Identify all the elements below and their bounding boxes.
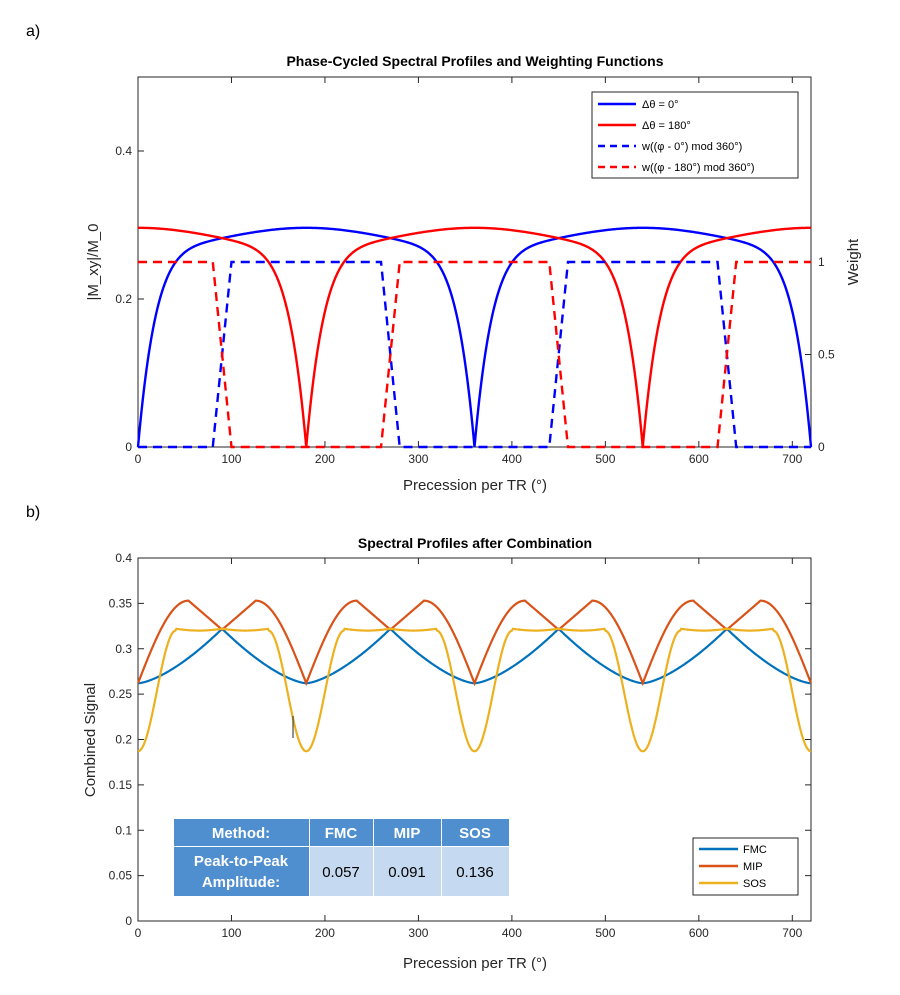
chart-a-xtick-label: 0 (135, 452, 142, 466)
chart-a-xtick-label: 300 (408, 452, 428, 466)
chart-a-series (136, 226, 813, 449)
chart-b-xtick-label: 400 (502, 926, 522, 940)
chart-b-legend: FMC MIP SOS (692, 837, 799, 896)
chart-b-title: Spectral Profiles after Combination (358, 535, 592, 551)
chart-a-xlabel: Precession per TR (°) (403, 477, 547, 494)
panel-label-b: b) (26, 504, 40, 521)
legend-label-w0: w((φ - 0°) mod 360°) (641, 141, 742, 153)
table-header-fmc: FMC (325, 825, 358, 842)
legend-label-mip: MIP (743, 861, 763, 873)
legend-label-sos: SOS (743, 878, 766, 890)
legend-label-dtheta180: Δθ = 180° (642, 120, 691, 132)
chart-b-ticks: 0 100 200 300 400 500 600 700 0 0.05 0.1 0.15 0.2 0.2… (109, 551, 811, 940)
chart-b-series (136, 599, 813, 753)
chart-a-title: Phase-Cycled Spectral Profiles and Weigh… (286, 53, 663, 69)
chart-b-xtick-label: 100 (221, 926, 241, 940)
table-row-label-line1: Peak-to-Peak (194, 853, 289, 870)
panel-label-a: a) (26, 23, 40, 40)
chart-b-ytick-label: 0.05 (109, 869, 133, 883)
chart-b-xlabel: Precession per TR (°) (403, 955, 547, 972)
chart-a-xtick-label: 500 (595, 452, 615, 466)
chart-a-legend-box (591, 91, 799, 179)
chart-b-ytick-label: 0.1 (115, 823, 132, 837)
table-header-sos-cell (442, 819, 509, 846)
chart-a-ylabel-right: Weight (845, 238, 862, 285)
legend-label-w180: w((φ - 180°) mod 360°) (641, 162, 755, 174)
chart-b-ytick-label: 0.3 (115, 642, 132, 656)
table-value-sos-cell (442, 847, 509, 896)
chart-b-ytick-label: 0.15 (109, 778, 133, 792)
table-value-fmc: 0.057 (322, 864, 360, 881)
amplitude-table: Method: FMC MIP SOS Peak-to-Peak Amplitu… (174, 819, 509, 896)
chart-b-ytick-label: 0.2 (115, 733, 132, 747)
chart-a-ticks: 0 100 200 300 400 500 600 700 0 0.2 0.4 0 0.5 1 (115, 77, 835, 466)
legend-label-fmc: FMC (743, 844, 767, 856)
chart-b-ylabel: Combined Signal (82, 683, 99, 797)
chart-a-line-0 (136, 226, 813, 448)
chart-b-line-mip (136, 599, 813, 687)
chart-a-legend: Δθ = 0° Δθ = 180° w((φ - 0°) mod 360°) w… (591, 91, 799, 179)
chart-a-line-180 (137, 226, 812, 448)
table-header-sos: SOS (459, 825, 491, 842)
table-value-sos: 0.136 (456, 864, 494, 881)
chart-a-xtick-label: 600 (689, 452, 709, 466)
chart-a-ytick-label: 0 (125, 440, 132, 454)
chart-a-ytick-right-label: 0.5 (818, 348, 835, 362)
table-row-label-cell (174, 847, 309, 896)
chart-a-ytick-label: 0.2 (115, 292, 132, 306)
chart-b-ytick-label: 0.25 (109, 687, 133, 701)
table-header-method: Method: (212, 825, 270, 842)
table-header-mip-cell (374, 819, 441, 846)
table-value-fmc-cell (310, 847, 373, 896)
chart-a-ytick-right-label: 1 (818, 255, 825, 269)
table-value-mip: 0.091 (388, 864, 426, 881)
chart-a-line-w-180-mod-360 (138, 260, 811, 449)
chart-b: Spectral Profiles after Combination 0 100… (82, 535, 813, 972)
table-value-mip-cell (374, 847, 441, 896)
chart-b-xtick-label: 500 (595, 926, 615, 940)
chart-a-ylabel: |M_xy|/M_0 (85, 224, 102, 301)
chart-a-xtick-label: 100 (221, 452, 241, 466)
chart-b-xtick-label: 0 (135, 926, 142, 940)
chart-a: Phase-Cycled Spectral Profiles and Weigh… (85, 53, 862, 494)
chart-b-xtick-label: 300 (408, 926, 428, 940)
table-header-fmc-cell (310, 819, 373, 846)
chart-b-xtick-label: 700 (782, 926, 802, 940)
chart-a-xtick-label: 400 (502, 452, 522, 466)
chart-a-xtick-label: 200 (315, 452, 335, 466)
chart-b-xtick-label: 200 (315, 926, 335, 940)
chart-b-xtick-label: 600 (689, 926, 709, 940)
chart-a-ytick-right-label: 0 (818, 440, 825, 454)
table-row-label-line2: Amplitude: (202, 874, 280, 891)
chart-b-ytick-label: 0.4 (115, 551, 132, 565)
chart-b-line-sos (137, 627, 812, 753)
chart-a-xtick-label: 700 (782, 452, 802, 466)
table-header-mip: MIP (394, 825, 421, 842)
chart-b-ytick-label: 0 (125, 914, 132, 928)
table-header-method-cell (174, 819, 309, 846)
chart-b-ytick-label: 0.35 (109, 596, 133, 610)
chart-a-ytick-label: 0.4 (115, 144, 132, 158)
legend-label-dtheta0: Δθ = 0° (642, 99, 679, 111)
